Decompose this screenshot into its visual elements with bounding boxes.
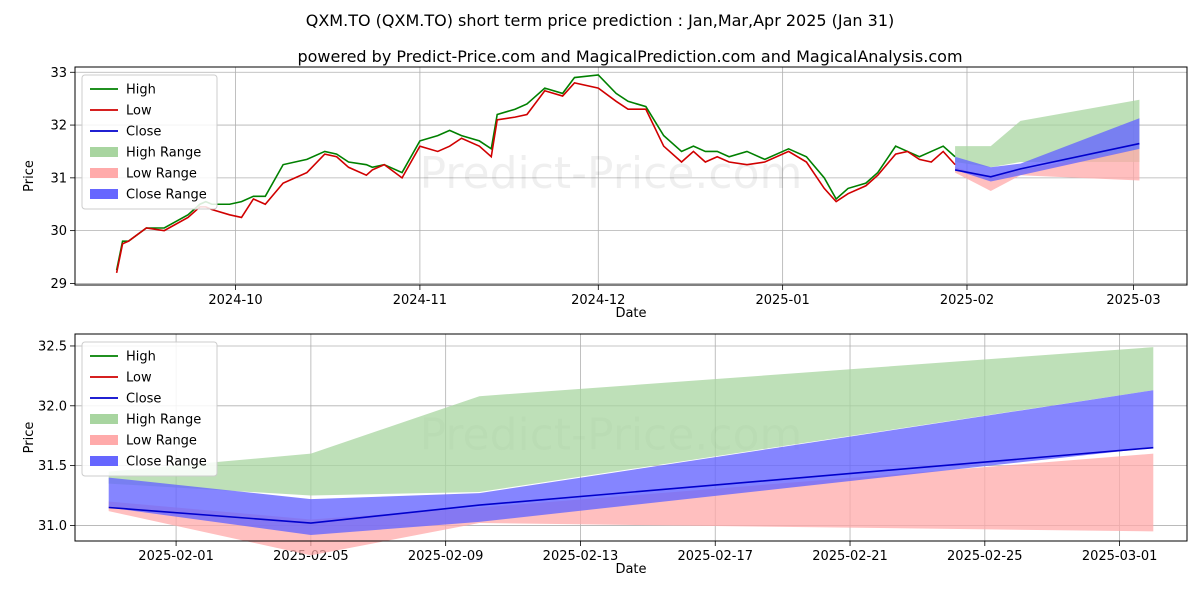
chart-title: QXM.TO (QXM.TO) short term price predict…	[306, 11, 895, 30]
x-tick-label: 2025-02-25	[947, 549, 1023, 564]
x-tick-label: 2024-10	[208, 293, 262, 308]
y-axis-label: Price	[22, 422, 37, 454]
bottom-panel: 2025-02-01 2025-02-05 2025-02-09 2025-02-13…	[22, 333, 1188, 577]
axes-frame	[74, 66, 1188, 286]
axes-frame	[74, 333, 1188, 542]
legend-label-high: High	[126, 83, 156, 98]
y-tick-label: 32	[50, 119, 67, 134]
y-tick-label: 29	[50, 277, 67, 292]
y-tick-label: 33	[50, 66, 67, 81]
y-tick-label: 32.0	[38, 399, 67, 414]
legend-label-close-range: Close Range	[126, 455, 207, 470]
y-tick-label: 30	[50, 224, 67, 239]
legend-label-close: Close	[126, 392, 161, 407]
x-axis-label: Date	[615, 562, 646, 577]
x-tick-label: 2025-03	[1106, 293, 1160, 308]
legend-swatch-high-range	[90, 147, 118, 157]
x-tick-label: 2024-11	[393, 293, 447, 308]
x-tick-label: 2025-02-05	[273, 549, 349, 564]
legend-label-low: Low	[126, 104, 152, 119]
legend-label-low-range: Low Range	[126, 167, 197, 182]
y-tick-label: 31	[50, 171, 67, 186]
legend-swatch-low-range	[90, 168, 118, 178]
legend-label-high: High	[126, 350, 156, 365]
high-range-band	[108, 347, 1154, 496]
close-series-line	[108, 446, 1154, 524]
chart-subtitle: powered by Predict-Price.com and Magical…	[297, 47, 962, 66]
low-series-line	[115, 81, 956, 274]
x-axis-label: Date	[615, 306, 646, 321]
close-range-band	[955, 118, 1140, 182]
x-tick-label: 2025-02-09	[408, 549, 484, 564]
y-tick-label: 31.5	[38, 459, 67, 474]
legend-label-low: Low	[126, 371, 152, 386]
x-tick-label: 2025-02	[940, 293, 994, 308]
x-tick-label: 2025-02-21	[812, 549, 888, 564]
x-tick-label: 2025-02-01	[138, 549, 214, 564]
x-tick-label: 2025-02-17	[677, 549, 753, 564]
x-tick-label: 2025-02-13	[543, 549, 619, 564]
high-series-line	[115, 74, 956, 271]
legend-label-close: Close	[126, 125, 161, 140]
watermark-text: Predict-Price.com	[420, 148, 803, 199]
legend-swatch-close-range	[90, 456, 118, 466]
legend-label-high-range: High Range	[126, 146, 201, 161]
legend-swatch-close-range	[90, 189, 118, 199]
legend-label-high-range: High Range	[126, 413, 201, 428]
y-tick-label: 31.0	[38, 519, 67, 534]
close-range-band	[108, 390, 1154, 536]
legend-label-close-range: Close Range	[126, 188, 207, 203]
y-axis-label: Price	[22, 160, 37, 192]
y-tick-label: 32.5	[38, 339, 67, 354]
low-range-band	[955, 148, 1140, 192]
legend-label-low-range: Low Range	[126, 434, 197, 449]
x-tick-label: 2024-12	[571, 293, 625, 308]
legend-swatch-high-range	[90, 414, 118, 424]
x-tick-label: 2025-01	[755, 293, 809, 308]
top-panel: 2024-10 2024-11 2024-12 2025-01 2025-02 2025-…	[22, 66, 1188, 321]
x-tick-label: 2025-03-01	[1082, 549, 1158, 564]
legend-swatch-low-range	[90, 435, 118, 445]
close-series-line	[954, 142, 1140, 178]
